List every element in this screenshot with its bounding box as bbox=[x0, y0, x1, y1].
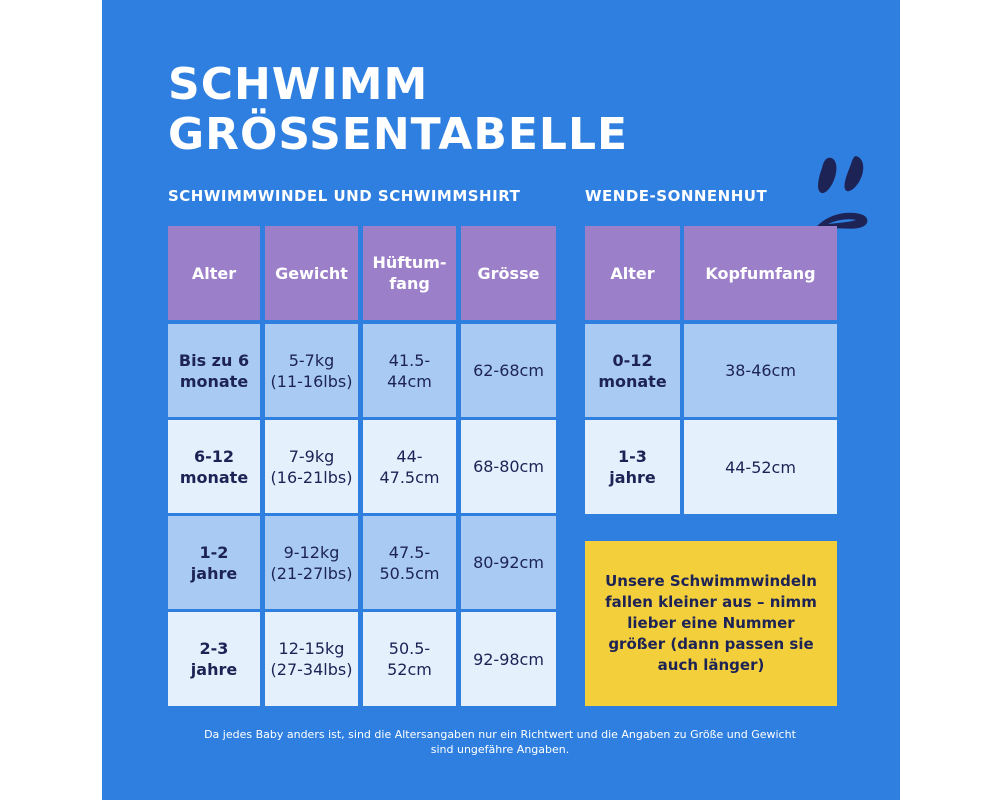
column-header-age: Alter bbox=[168, 226, 260, 320]
table-cell-weight: 12-15kg (27-34lbs) bbox=[265, 612, 358, 706]
swim-table-heading: SCHWIMMWINDEL UND SCHWIMMSHIRT bbox=[168, 187, 521, 205]
table-cell-age: Bis zu 6 monate bbox=[168, 324, 260, 417]
table-cell-weight: 7-9kg (16-21lbs) bbox=[265, 420, 358, 513]
table-cell-age: 1-3 jahre bbox=[585, 420, 680, 514]
table-cell-age: 2-3 jahre bbox=[168, 612, 260, 706]
table-cell-weight: 9-12kg (21-27lbs) bbox=[265, 516, 358, 609]
footnote: Da jedes Baby anders ist, sind die Alter… bbox=[204, 728, 796, 756]
table-cell-age: 1-2 jahre bbox=[168, 516, 260, 609]
table-cell-size: 92-98cm bbox=[461, 612, 556, 706]
table-cell-size: 68-80cm bbox=[461, 420, 556, 513]
table-cell-hip: 44- 47.5cm bbox=[363, 420, 456, 513]
column-header-head: Kopfumfang bbox=[684, 226, 837, 320]
table-cell-hip: 50.5- 52cm bbox=[363, 612, 456, 706]
column-header-weight: Gewicht bbox=[265, 226, 358, 320]
table-cell-head: 38-46cm bbox=[684, 324, 837, 417]
page-title: SCHWIMM GRÖSSENTABELLE bbox=[168, 59, 629, 160]
sizing-note-box: Unsere Schwimmwindeln fallen kleiner aus… bbox=[585, 541, 837, 706]
table-cell-size: 80-92cm bbox=[461, 516, 556, 609]
column-header-hip: Hüftum- fang bbox=[363, 226, 456, 320]
table-cell-hip: 47.5- 50.5cm bbox=[363, 516, 456, 609]
table-cell-size: 62-68cm bbox=[461, 324, 556, 417]
table-cell-weight: 5-7kg (11-16lbs) bbox=[265, 324, 358, 417]
table-cell-age: 6-12 monate bbox=[168, 420, 260, 513]
table-cell-hip: 41.5- 44cm bbox=[363, 324, 456, 417]
table-cell-age: 0-12 monate bbox=[585, 324, 680, 417]
column-header-age: Alter bbox=[585, 226, 680, 320]
hat-table-heading: WENDE-SONNENHUT bbox=[585, 187, 768, 205]
sizing-note-text: Unsere Schwimmwindeln fallen kleiner aus… bbox=[605, 572, 817, 674]
table-cell-head: 44-52cm bbox=[684, 420, 837, 514]
column-header-size: Grösse bbox=[461, 226, 556, 320]
